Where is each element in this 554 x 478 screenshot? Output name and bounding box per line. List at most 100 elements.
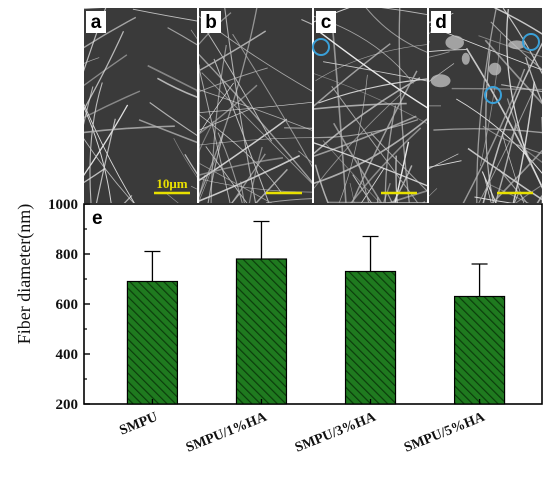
sem-fiber xyxy=(199,67,268,93)
sem-fiber xyxy=(512,81,536,203)
sem-fiber xyxy=(525,56,542,104)
sem-fiber xyxy=(147,64,197,92)
sem-fiber xyxy=(199,84,258,135)
sem-fiber xyxy=(210,44,227,203)
sem-fiber xyxy=(351,70,418,203)
sem-fiber xyxy=(207,133,224,203)
panel-letter-d-box: d xyxy=(431,11,451,33)
sem-fiber xyxy=(266,198,312,203)
bar xyxy=(235,258,288,405)
sem-fiber xyxy=(491,149,542,203)
sem-fiber xyxy=(331,86,419,203)
sem-fiber xyxy=(476,8,497,203)
micrograph-c xyxy=(314,8,427,203)
sem-fiber xyxy=(331,22,347,203)
sem-fiber xyxy=(493,8,542,35)
sem-fiber xyxy=(318,78,427,104)
sem-fiber xyxy=(323,61,427,82)
sem-fiber xyxy=(474,196,515,203)
sem-fiber xyxy=(462,68,526,203)
sem-fiber xyxy=(314,164,329,203)
sem-fiber xyxy=(199,108,250,131)
sem-fiber xyxy=(167,27,197,46)
sem-fiber xyxy=(84,106,112,203)
sem-fiber xyxy=(132,8,197,22)
sem-fiber xyxy=(433,128,542,134)
category-label: SMPU/1%HA xyxy=(184,409,270,455)
sem-fiber xyxy=(217,132,243,203)
sem-fiber xyxy=(199,137,312,146)
sem-fiber xyxy=(84,90,141,119)
marker-circle-d2 xyxy=(484,86,502,104)
panel-letter-b-box: b xyxy=(201,11,221,33)
sem-fiber xyxy=(517,144,542,164)
sem-fiber xyxy=(501,133,525,203)
sem-fiber xyxy=(501,84,542,93)
sem-fiber xyxy=(365,8,427,53)
sem-fiber xyxy=(350,127,422,203)
bar xyxy=(453,295,506,405)
sem-fiber xyxy=(478,84,537,203)
panel-letter-b: b xyxy=(205,12,217,33)
sem-fiber xyxy=(322,140,381,203)
sem-fiber xyxy=(482,125,542,154)
sem-fiber xyxy=(199,64,200,203)
bar xyxy=(344,270,397,405)
y-tick-label: 1000 xyxy=(48,197,78,213)
sem-fiber xyxy=(173,138,197,178)
sem-fiber xyxy=(199,157,284,176)
category-label: SMPU/3%HA xyxy=(293,409,379,455)
sem-fiber xyxy=(316,29,427,109)
category-label: SMPU xyxy=(118,410,160,439)
sem-fiber xyxy=(506,9,528,157)
sem-fiber xyxy=(394,141,410,203)
y-tick-label: 200 xyxy=(56,397,79,413)
sem-fiber xyxy=(498,169,528,203)
sem-fiber xyxy=(201,72,312,185)
sem-fiber xyxy=(483,174,492,203)
sem-fiber xyxy=(84,103,135,203)
sem-fiber xyxy=(548,73,554,193)
sem-fiber xyxy=(149,102,197,136)
sem-fiber xyxy=(467,147,542,201)
sem-fiber xyxy=(384,105,397,203)
x-axis-labels: SMPU SMPU/1%HA SMPU/3%HA SMPU/5%HA xyxy=(118,399,488,456)
sem-fiber xyxy=(255,168,288,203)
sem-fiber xyxy=(494,123,517,203)
sem-fiber xyxy=(84,125,175,134)
panel-letter-c-box: c xyxy=(316,11,336,33)
sem-fiber xyxy=(485,50,495,203)
sem-fiber xyxy=(199,102,312,113)
y-axis: 200 400 600 800 1000 xyxy=(48,197,90,413)
category-label: SMPU/5%HA xyxy=(402,409,488,455)
sem-fiber xyxy=(95,118,116,203)
error-bars xyxy=(144,220,488,297)
sem-fiber xyxy=(199,82,234,135)
sem-fiber xyxy=(481,171,497,203)
sem-fiber xyxy=(514,184,542,203)
sem-fiber xyxy=(482,42,542,203)
sem-fiber xyxy=(429,49,467,52)
y-tick-label: 400 xyxy=(56,347,79,363)
sem-fiber xyxy=(456,98,542,174)
sem-fiber xyxy=(349,183,355,203)
sem-fiber xyxy=(232,33,312,168)
sem-fiber xyxy=(314,43,391,107)
sem-particle xyxy=(488,62,502,76)
sem-fiber xyxy=(199,89,312,131)
sem-fiber xyxy=(314,142,427,187)
sem-fiber xyxy=(199,157,216,203)
sem-particle xyxy=(430,74,451,88)
sem-fiber xyxy=(199,118,288,182)
sem-fiber xyxy=(199,120,215,153)
sem-fiber xyxy=(315,44,427,81)
sem-fiber xyxy=(199,114,282,193)
sem-fiber xyxy=(465,47,542,189)
sem-fiber xyxy=(547,23,554,289)
bar xyxy=(126,280,179,405)
panel-letter-d: d xyxy=(435,12,447,33)
sem-fiber xyxy=(248,146,263,203)
panel-letter-e: e xyxy=(92,208,103,229)
